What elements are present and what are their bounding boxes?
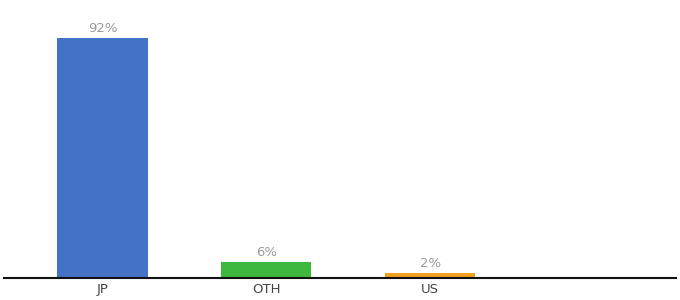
Text: 2%: 2% [420,256,441,270]
Bar [57,38,148,278]
Bar [385,273,475,278]
Text: 92%: 92% [88,22,117,35]
Bar [221,262,311,278]
Text: 6%: 6% [256,246,277,259]
